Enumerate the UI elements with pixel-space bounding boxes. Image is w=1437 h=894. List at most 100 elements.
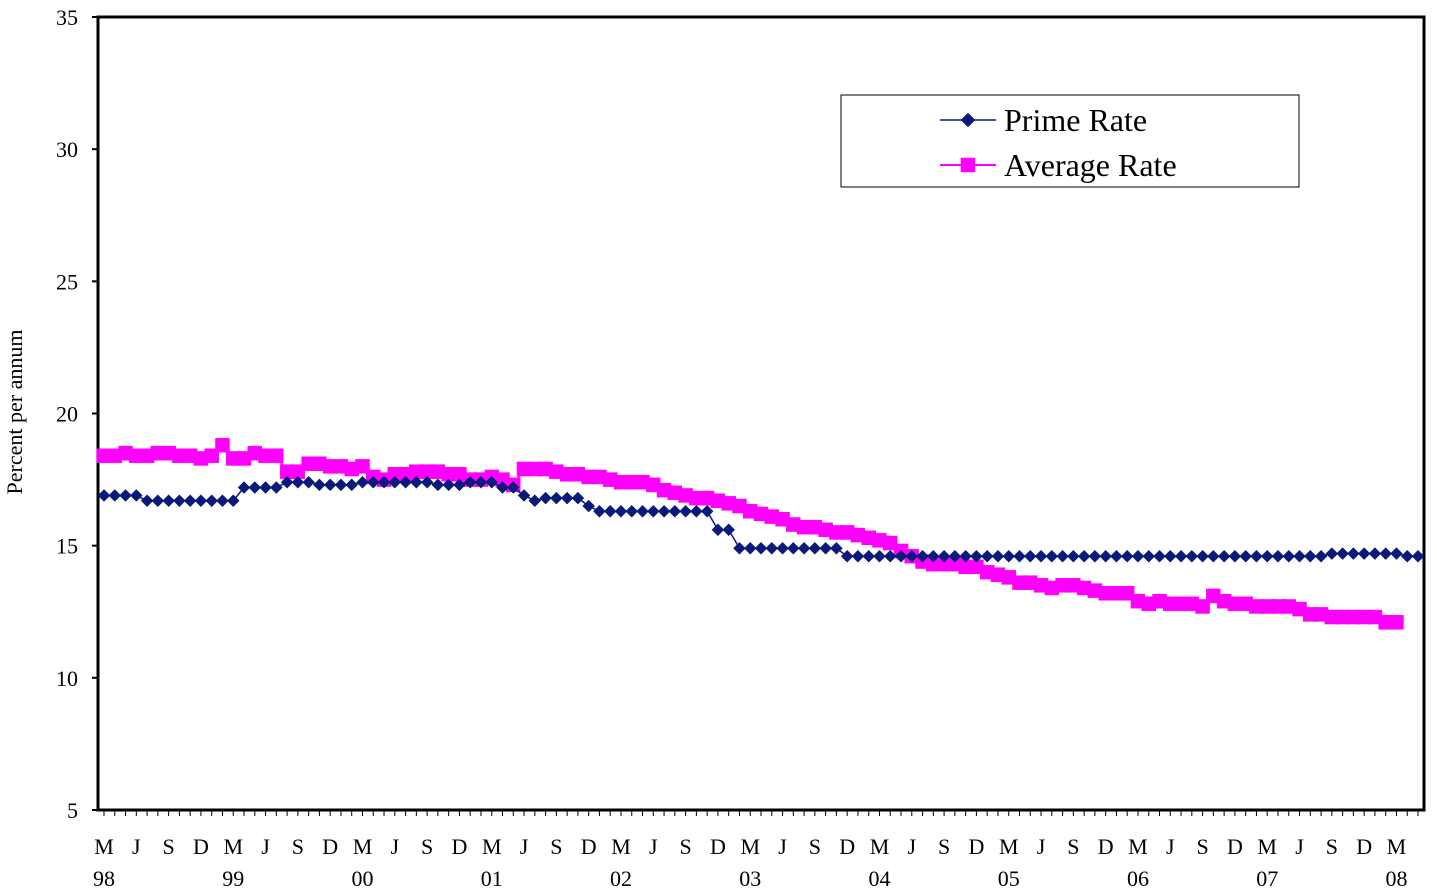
data-point	[248, 481, 262, 494]
x-tick-label: M	[1257, 834, 1277, 859]
data-point	[1066, 549, 1080, 563]
y-tick-label: 5	[67, 798, 78, 823]
data-point	[916, 549, 929, 563]
x-tick-label: S	[938, 834, 950, 859]
x-year-label: 07	[1256, 866, 1278, 891]
data-point	[840, 549, 854, 563]
legend-label: Average Rate	[1004, 147, 1177, 183]
data-point	[1336, 547, 1349, 560]
data-point	[539, 491, 552, 505]
data-point	[1303, 549, 1317, 563]
data-point	[894, 549, 908, 563]
data-point	[453, 478, 466, 492]
data-point	[377, 475, 391, 489]
x-tick-label: J	[132, 834, 141, 859]
data-point	[323, 478, 337, 492]
data-point	[1228, 549, 1242, 563]
data-point	[151, 494, 165, 508]
x-tick-label: D	[710, 834, 726, 859]
data-point	[722, 523, 736, 537]
data-point	[571, 491, 585, 505]
data-point	[129, 489, 143, 502]
data-point	[851, 549, 865, 563]
data-point	[646, 504, 660, 518]
data-point	[765, 541, 779, 555]
data-point	[205, 494, 219, 508]
x-tick-label: D	[1098, 834, 1114, 859]
data-point	[313, 478, 326, 492]
data-point	[1153, 549, 1166, 563]
data-point	[1002, 549, 1016, 563]
data-point	[215, 437, 230, 453]
data-point	[1056, 549, 1069, 563]
x-tick-label: D	[839, 834, 855, 859]
x-tick-label: J	[261, 834, 270, 859]
x-tick-label: M	[482, 834, 502, 859]
x-tick-label: M	[740, 834, 760, 859]
data-point	[474, 475, 488, 489]
x-tick-label: M	[611, 834, 631, 859]
data-point	[431, 478, 445, 492]
data-point	[291, 475, 305, 489]
data-point	[959, 549, 972, 563]
legend: Prime Rate Average Rate	[840, 94, 1300, 188]
y-tick-label: 15	[56, 534, 78, 559]
data-point	[1347, 547, 1360, 560]
data-point	[862, 549, 876, 563]
x-tick-label: J	[649, 834, 658, 859]
x-tick-label: S	[550, 834, 562, 859]
data-point	[1185, 549, 1199, 563]
data-point	[657, 504, 671, 518]
data-point	[1196, 549, 1209, 563]
data-point	[711, 523, 725, 537]
x-tick-label: S	[421, 834, 433, 859]
data-point	[528, 494, 542, 508]
data-point	[1077, 549, 1091, 563]
data-point	[1239, 549, 1253, 563]
data-point	[1034, 549, 1048, 563]
x-tick-label: J	[1295, 834, 1304, 859]
x-tick-label: J	[908, 834, 917, 859]
x-tick-label: D	[1227, 834, 1243, 859]
data-point	[388, 475, 402, 489]
data-point	[668, 504, 682, 518]
data-point	[399, 475, 412, 489]
data-point	[1250, 549, 1263, 563]
data-point	[463, 475, 477, 489]
y-axis: 5 10 15 20 25 30 35	[56, 5, 98, 823]
y-tick-label: 35	[56, 5, 78, 30]
data-point	[960, 112, 976, 128]
x-tick-label: J	[778, 834, 787, 859]
data-point	[1023, 549, 1037, 563]
data-point	[506, 481, 520, 494]
data-point	[420, 475, 434, 489]
data-point	[97, 489, 111, 502]
data-point	[679, 504, 692, 518]
data-point	[442, 478, 456, 492]
x-year-label: 99	[222, 866, 244, 891]
data-point	[356, 475, 369, 489]
data-point	[819, 541, 832, 555]
x-tick-label: S	[1326, 834, 1338, 859]
data-point	[194, 494, 208, 508]
x-tick-label: S	[679, 834, 691, 859]
data-point	[119, 489, 132, 502]
y-tick-label: 25	[56, 269, 78, 294]
y-tick-label: 20	[56, 402, 78, 427]
x-tick-label: J	[1166, 834, 1175, 859]
data-point	[636, 504, 649, 518]
data-point	[883, 549, 897, 563]
data-point	[1088, 549, 1102, 563]
y-axis-title: Percent per annum	[2, 330, 27, 495]
x-tick-label: M	[1387, 834, 1407, 859]
legend-label: Prime Rate	[1004, 102, 1147, 138]
x-tick-label: D	[581, 834, 597, 859]
series-markers	[97, 475, 1425, 563]
data-point	[1368, 547, 1382, 560]
data-point	[1379, 547, 1393, 560]
data-point	[280, 475, 294, 489]
x-year-label: 05	[998, 866, 1020, 891]
data-point	[226, 494, 240, 508]
x-tick-label: D	[322, 834, 338, 859]
